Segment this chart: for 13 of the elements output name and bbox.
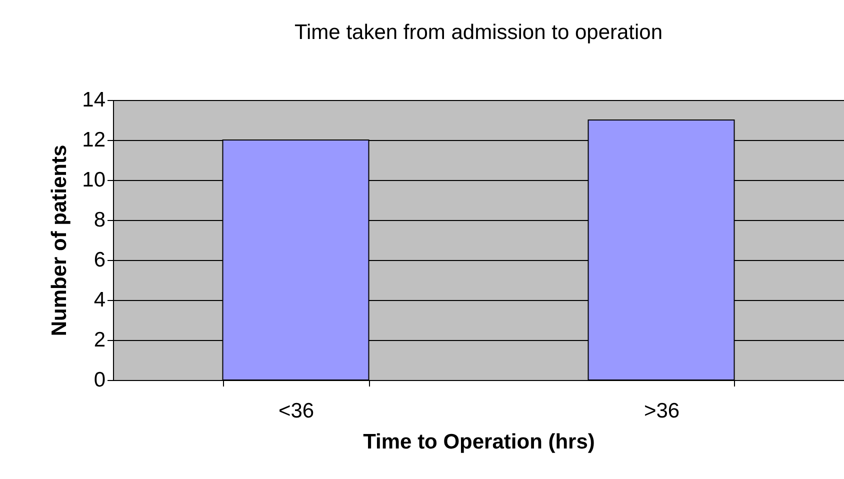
y-tick-label: 2 [94, 328, 106, 352]
y-tick-label: 14 [82, 88, 106, 112]
y-tick-label: 10 [82, 168, 106, 192]
x-tick-label: <36 [278, 400, 314, 422]
y-tick-label: 6 [94, 248, 106, 272]
chart-title: Time taken from admission to operation [294, 21, 663, 44]
y-tick-label: 0 [94, 368, 106, 392]
x-tick-label: >36 [644, 400, 680, 422]
y-tick-label: 4 [94, 288, 106, 312]
y-tick-label: 12 [82, 128, 106, 152]
y-axis-title: Number of patients [48, 144, 72, 336]
x-axis-title: Time to Operation (hrs) [363, 430, 595, 454]
y-tick-label: 8 [94, 208, 106, 232]
